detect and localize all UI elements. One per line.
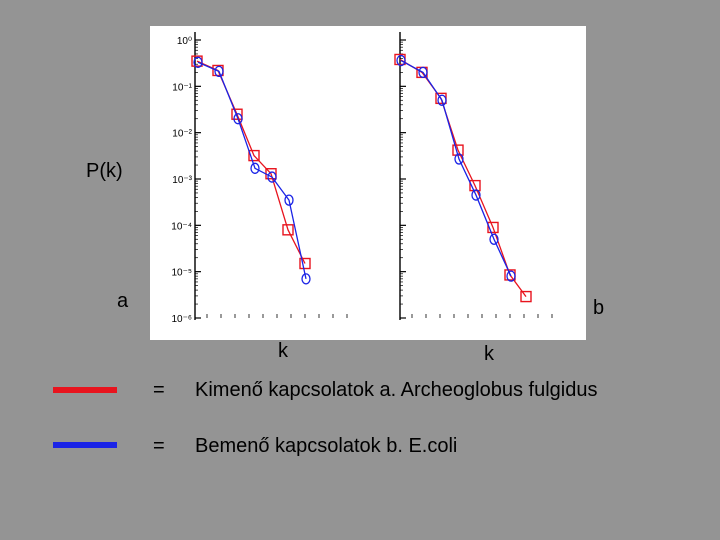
data-point-circle: [454, 153, 464, 165]
series-line-incoming-b: [400, 59, 512, 277]
panel-b-label: b: [593, 297, 605, 319]
data-point-circle: [471, 189, 481, 201]
data-point-square: [248, 149, 260, 162]
legend-blue-line: [53, 442, 117, 448]
data-point-circle: [418, 66, 428, 79]
y-tick-label: 10⁻⁶: [171, 314, 192, 325]
y-tick-label: 10⁻⁴: [171, 221, 192, 232]
y-tick-label: 10⁻³: [172, 175, 192, 186]
data-point-circle: [214, 65, 224, 78]
data-point-circle: [267, 171, 277, 183]
data-point-circle: [233, 113, 243, 125]
y-tick-label: 10⁻⁵: [171, 268, 192, 279]
data-point-square: [299, 257, 311, 270]
data-point-circle: [284, 194, 294, 206]
panel-a-label: a: [117, 290, 129, 312]
x-axis-label-b: k: [484, 343, 494, 365]
y-tick-label: 10⁰: [177, 36, 192, 47]
data-point-square: [231, 108, 243, 120]
legend-equals-2: =: [153, 435, 165, 457]
legend-equals-1: =: [153, 379, 165, 401]
legend-text-outgoing: Kimenő kapcsolatok a. Archeoglobus fulgi…: [195, 379, 598, 401]
y-tick-label: 10⁻¹: [172, 82, 192, 93]
data-point-circle: [506, 270, 516, 282]
y-tick-label: 10⁻²: [172, 129, 192, 140]
y-axis-label: P(k): [86, 160, 123, 182]
data-point-square: [520, 290, 532, 303]
data-point-circle: [489, 233, 499, 245]
chart-panel: [150, 26, 586, 340]
series-line-incoming-a: [197, 61, 307, 279]
data-point-square: [282, 224, 294, 236]
legend-red-line: [53, 387, 117, 393]
data-point-circle: [250, 162, 260, 174]
data-point-circle: [437, 94, 447, 106]
data-point-circle: [193, 56, 203, 68]
data-point-circle: [396, 54, 406, 67]
data-point-circle: [301, 273, 311, 285]
data-point-square: [487, 221, 499, 234]
legend-text-incoming: Bemenő kapcsolatok b. E.coli: [195, 435, 458, 457]
x-axis-label-a: k: [278, 340, 288, 362]
